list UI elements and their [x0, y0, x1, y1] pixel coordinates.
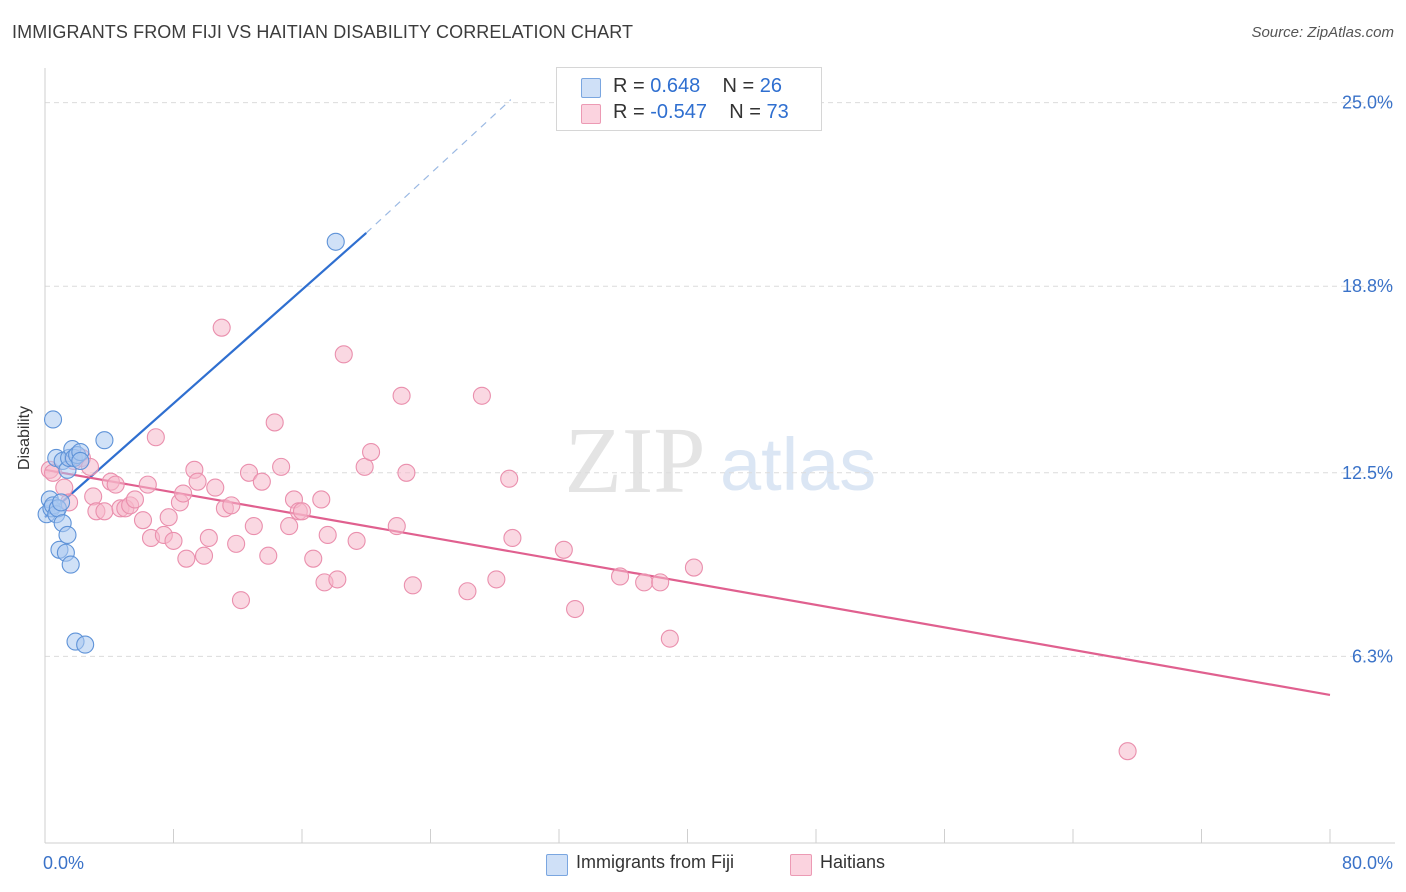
haiti-point — [651, 573, 670, 592]
legend-haiti-swatch — [790, 854, 812, 876]
haiti-point — [487, 570, 506, 589]
fiji-r-value: 0.648 — [650, 75, 701, 97]
haiti-point — [199, 528, 218, 547]
haiti-point — [133, 511, 153, 530]
gridlines — [45, 102, 1395, 657]
haiti-point — [125, 490, 144, 509]
haiti-point — [397, 463, 416, 482]
tick-labels: 6.3% 12.5% 18.8% 25.0% 0.0% 80.0% — [43, 93, 1393, 873]
haiti-point — [554, 540, 573, 559]
haiti-point — [252, 472, 271, 491]
fiji-point — [52, 493, 71, 512]
haiti-point — [304, 549, 323, 568]
data-points — [37, 232, 1137, 761]
haiti-point — [222, 496, 241, 515]
haiti-point — [95, 502, 114, 521]
x-tick-label: 80.0% — [1342, 853, 1393, 873]
legend-haiti-label: Haitians — [820, 852, 886, 872]
haiti-point — [231, 591, 251, 610]
haiti-point — [458, 582, 477, 601]
haiti-point — [280, 517, 299, 536]
x-tick-label: 0.0% — [43, 853, 84, 873]
haiti-point — [212, 318, 231, 337]
fiji-r-label: R = — [613, 75, 651, 97]
haiti-point — [239, 463, 259, 482]
fiji-point — [61, 555, 80, 574]
haiti-point — [188, 472, 207, 491]
haiti-point — [347, 531, 366, 550]
fiji-point — [95, 431, 114, 450]
haiti-point — [206, 478, 225, 497]
haiti-point — [244, 517, 263, 536]
axes — [44, 68, 1395, 844]
haiti-point — [660, 629, 679, 648]
haiti-point — [610, 567, 630, 586]
y-tick-label: 12.5% — [1342, 463, 1393, 483]
haiti-point — [265, 413, 284, 432]
haiti-point — [177, 549, 196, 568]
watermark: ZIP atlas — [565, 409, 877, 513]
legend-fiji-label: Immigrants from Fiji — [576, 852, 735, 872]
haiti-point — [138, 475, 157, 494]
chart-title: IMMIGRANTS FROM FIJI VS HAITIAN DISABILI… — [12, 22, 634, 42]
fiji-point — [76, 635, 95, 654]
y-axis-label: Disability — [16, 405, 33, 470]
haiti-swatch — [581, 104, 601, 124]
haiti-point — [362, 443, 381, 462]
haiti-point — [318, 525, 337, 545]
haiti-point — [403, 576, 422, 595]
haiti-point — [84, 487, 103, 506]
haiti-point — [566, 599, 585, 619]
fiji-point — [326, 232, 345, 251]
haiti-point — [503, 528, 522, 547]
haiti-point — [684, 558, 703, 577]
fiji-point — [58, 525, 77, 545]
fiji-n-label: N = — [722, 75, 760, 97]
haiti-point — [106, 475, 125, 494]
haiti-point — [146, 428, 165, 447]
haiti-trend-line — [44, 468, 1331, 696]
trend-lines — [44, 99, 1331, 696]
stats-legend: R = 0.648 N = 26 R = -0.547 N = 73 — [556, 67, 822, 131]
haiti-point — [392, 386, 411, 405]
haiti-point — [259, 546, 278, 565]
haiti-r-value: -0.547 — [650, 101, 707, 123]
fiji-trend-line — [44, 232, 367, 519]
haiti-point — [292, 502, 312, 521]
haiti-r-label: R = — [613, 101, 651, 123]
haiti-point — [194, 546, 214, 565]
y-tick-label: 6.3% — [1352, 646, 1393, 666]
fiji-n-value: 26 — [759, 75, 783, 97]
haiti-point — [334, 345, 353, 364]
haiti-point — [328, 570, 347, 589]
haiti-point — [227, 534, 246, 553]
fiji-swatch — [581, 78, 601, 98]
haiti-n-label: N = — [729, 101, 767, 123]
fiji-point — [43, 410, 63, 429]
haiti-point — [472, 386, 491, 405]
watermark-zip: ZIP — [565, 409, 706, 513]
y-tick-label: 18.8% — [1342, 276, 1393, 296]
haiti-point — [272, 457, 291, 476]
haiti-point — [635, 573, 654, 592]
haiti-point — [174, 484, 193, 503]
legend-fiji-swatch — [546, 854, 568, 876]
haiti-point — [164, 531, 183, 550]
haiti-point — [387, 517, 406, 536]
haiti-point — [1118, 742, 1137, 761]
haiti-n-value: 73 — [766, 101, 789, 123]
haiti-point — [159, 508, 178, 527]
fiji-trend-extension — [365, 99, 512, 234]
haiti-point — [500, 469, 519, 488]
source-label: Source: ZipAtlas.com — [1251, 24, 1394, 41]
y-tick-label: 25.0% — [1342, 93, 1393, 113]
fiji-point — [71, 451, 90, 470]
watermark-atlas: atlas — [720, 423, 876, 506]
haiti-point — [312, 490, 331, 509]
